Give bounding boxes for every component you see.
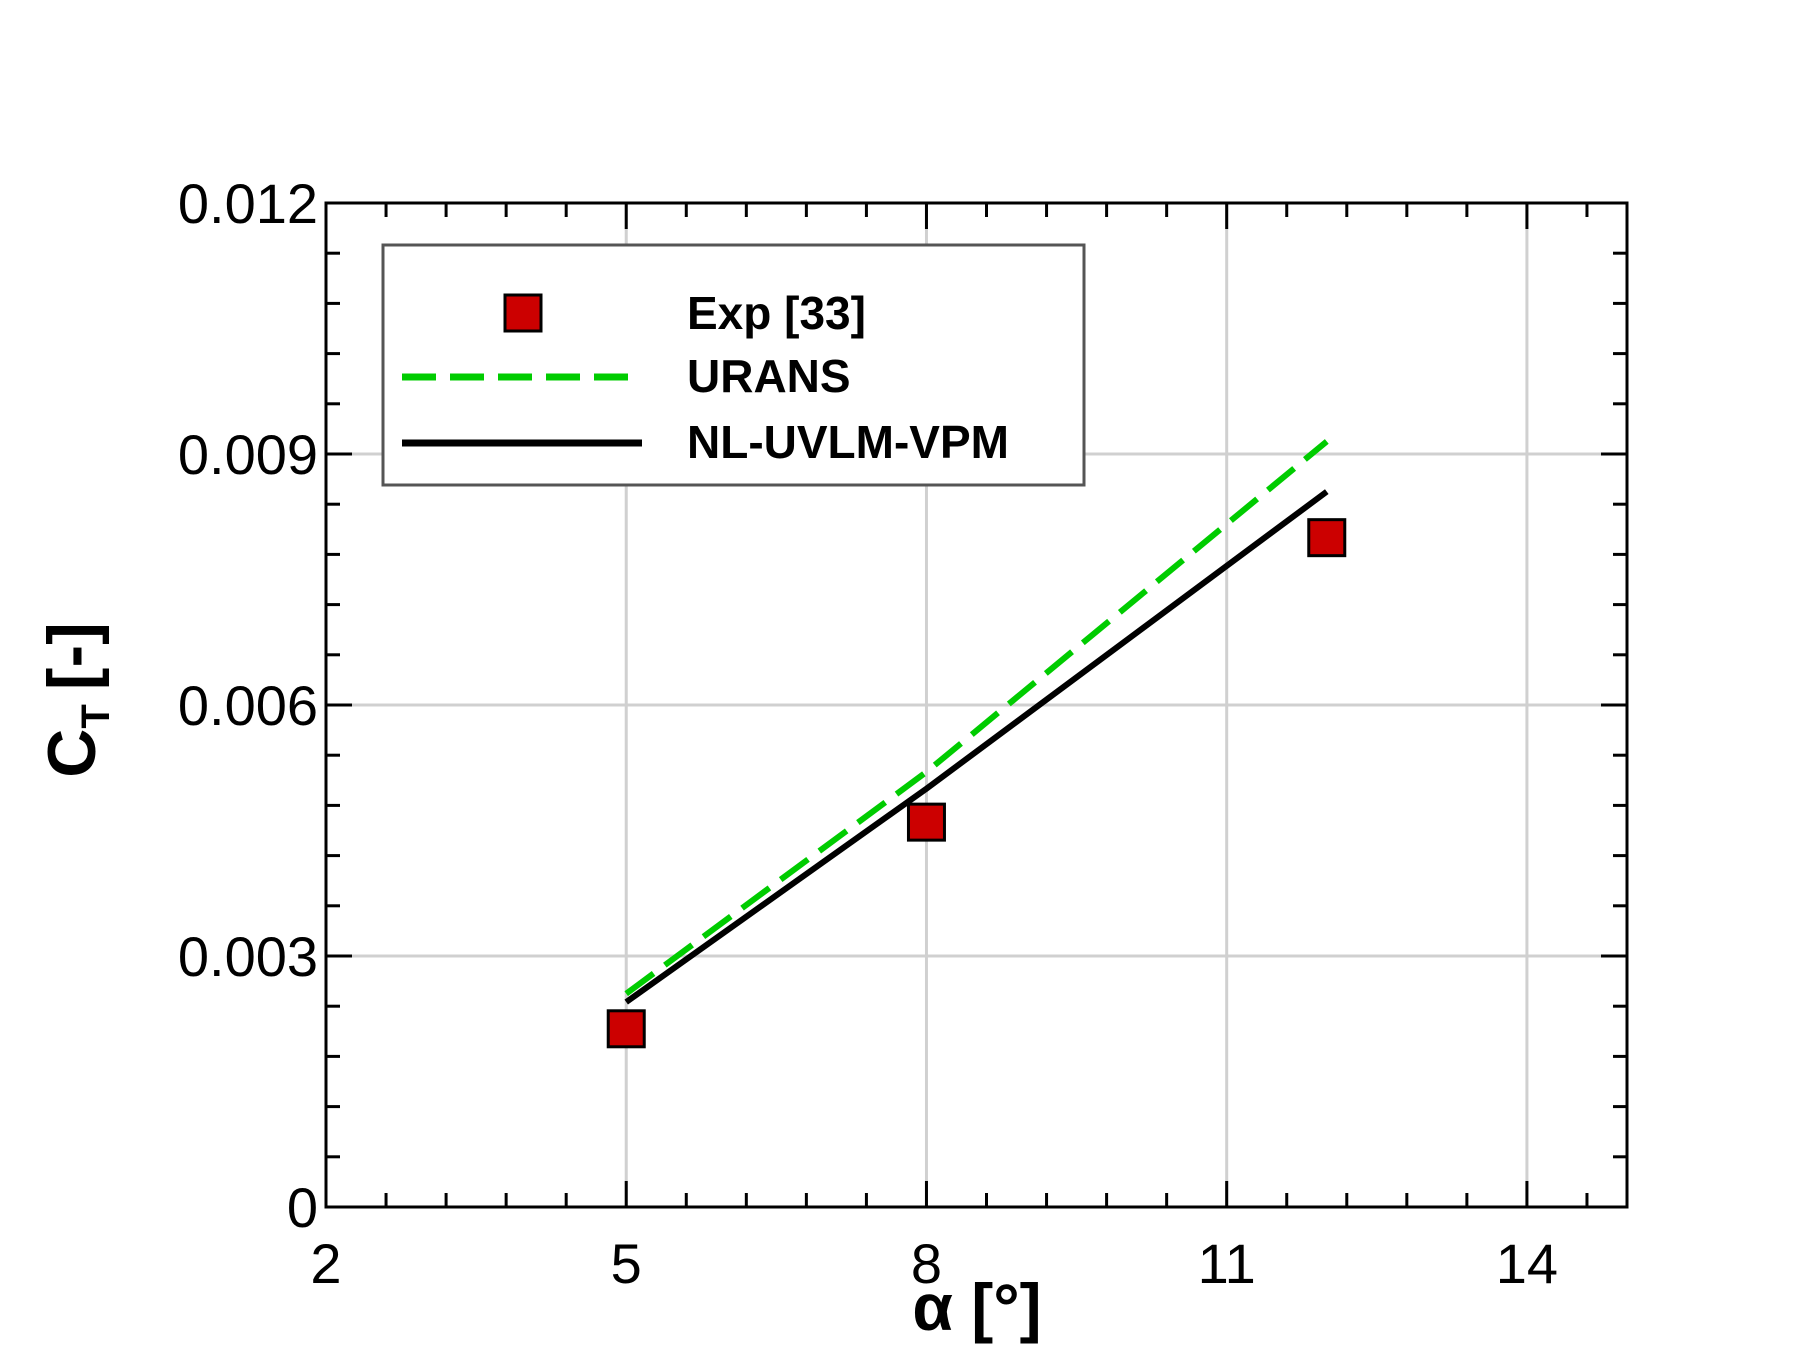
series-line-nl-uvlm-vpm [624, 489, 1329, 1005]
y-axis-title-subscript: T [74, 704, 118, 728]
x-tick-label: 5 [611, 1232, 642, 1295]
legend-label-urans: URANS [687, 350, 851, 402]
y-tick-labels: 0 0.003 0.006 0.009 0.012 [178, 172, 318, 1239]
x-axis-title: α [°] [912, 1270, 1041, 1344]
series-line-urans [624, 439, 1329, 997]
series-layer [606, 439, 1347, 1049]
legend-label-nluvlm: NL-UVLM-VPM [687, 416, 1009, 468]
y-tick-label: 0.003 [178, 925, 318, 988]
y-tick-label: 0.009 [178, 423, 318, 486]
y-axis-title: CT [-] [34, 622, 118, 777]
legend-marker-exp [503, 293, 543, 333]
svg-text:CT[-]: CT [-] [34, 622, 118, 777]
x-tick-label: 11 [1198, 1232, 1256, 1295]
x-tick-label: 8 [911, 1232, 942, 1295]
x-tick-label: 2 [310, 1232, 341, 1295]
data-point-exp [906, 802, 946, 842]
y-axis-title-unit: [-] [34, 622, 110, 690]
x-tick-labels: 2 5 8 11 14 [310, 1232, 1558, 1295]
y-tick-label: 0.006 [178, 674, 318, 737]
data-point-exp [1307, 518, 1347, 558]
legend-label-exp: Exp [33] [687, 287, 866, 339]
axis-ticks [324, 201, 1627, 1209]
y-tick-label: 0.012 [178, 172, 318, 235]
x-tick-label: 14 [1496, 1232, 1558, 1295]
y-tick-label: 0 [287, 1176, 318, 1239]
data-point-exp [606, 1009, 646, 1049]
legend: Exp [33] URANS NL-UVLM-VPM [381, 243, 1086, 487]
y-axis-title-main: C [34, 729, 110, 778]
